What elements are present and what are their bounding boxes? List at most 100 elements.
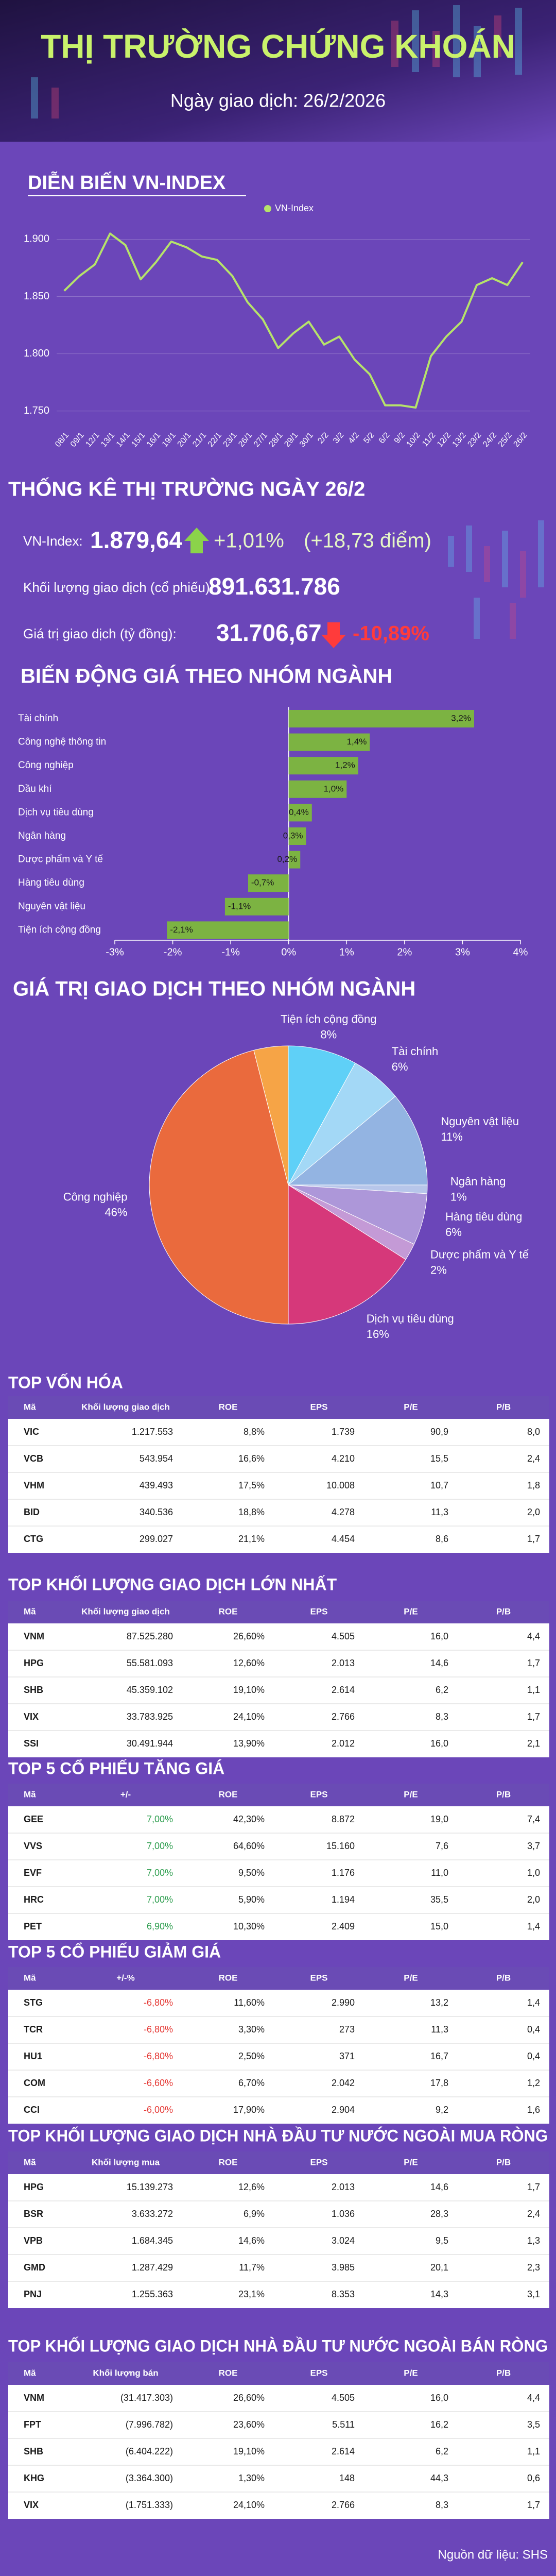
table-cell: VIC: [24, 1427, 39, 1437]
table-cell: 15.139.273: [127, 2182, 173, 2192]
table-cell: 0,6: [527, 2473, 540, 2483]
value-label: -1,1%: [228, 901, 251, 911]
category-label: Công nghiệp: [18, 760, 74, 771]
bar: [288, 757, 358, 775]
table-cell: 35,5: [430, 1894, 448, 1905]
table-header: [8, 2362, 549, 2385]
table-header-cell: ROE: [219, 2157, 238, 2167]
value-label: 0,4%: [289, 807, 309, 817]
table-header-cell: P/B: [496, 1973, 511, 1982]
table-cell: HRC: [24, 1894, 44, 1905]
value-label: 3,2%: [451, 713, 471, 723]
table-cell: 10,30%: [233, 1921, 265, 1931]
table-cell: BSR: [24, 2209, 43, 2219]
bar: [288, 710, 474, 727]
table-cell: 13,90%: [233, 1738, 265, 1749]
table-cell: 0,4: [527, 2024, 540, 2035]
table-cell: SHB: [24, 1685, 43, 1695]
category-label: Nguyên vật liệu: [18, 901, 85, 912]
table-cell: 11,60%: [234, 1997, 265, 2008]
slice-value: 46%: [105, 1206, 127, 1218]
table-cell: KHG: [24, 2473, 44, 2483]
x-tick-label: 24/2: [481, 431, 498, 449]
table-cell: 9,5: [436, 2235, 448, 2246]
slice-label: Tài chính: [392, 1045, 439, 1058]
table-cell: PNJ: [24, 2289, 42, 2299]
table-cell: 7,6: [436, 1841, 448, 1851]
table-cell: 55.581.093: [127, 1658, 173, 1668]
table-cell: 24,10%: [233, 1711, 265, 1722]
table-header-cell: Mã: [24, 1973, 36, 1982]
x-tick-label: 3%: [455, 946, 470, 958]
table-cell: 7,00%: [147, 1841, 173, 1851]
category-label: Ngân hàng: [18, 831, 66, 841]
y-tick-label: 1.900: [24, 233, 49, 245]
section-title: THỐNG KÊ THỊ TRƯỜNG NGÀY 26/2: [8, 477, 365, 501]
table-cell: 4.454: [332, 1534, 355, 1544]
table-cell: COM: [24, 2078, 45, 2088]
table-cell: 3,7: [527, 1841, 540, 1851]
x-tick-label: 30/1: [298, 431, 315, 449]
bar: [288, 851, 301, 869]
table-header: [8, 1784, 549, 1806]
table-cell: 8,3: [436, 2500, 448, 2510]
x-tick-label: 4%: [513, 946, 528, 958]
table-header-cell: Mã: [24, 1402, 36, 1412]
table-cell: 1.176: [332, 1868, 355, 1878]
table-header-cell: Mã: [24, 1606, 36, 1616]
table-header-cell: P/E: [404, 1606, 418, 1616]
table-cell: 10.008: [326, 1480, 355, 1490]
table-cell: 16,7: [430, 2051, 448, 2061]
table-cell: (31.417.303): [120, 2393, 173, 2403]
table-cell: 2.012: [332, 1738, 355, 1749]
stats-decoration: [448, 520, 544, 639]
table-cell: (1.751.333): [126, 2500, 173, 2510]
table-header-cell: P/E: [404, 1789, 418, 1799]
table-cell: 2,0: [527, 1894, 540, 1905]
table-cell: 2.042: [332, 2078, 355, 2088]
down-arrow: [321, 622, 346, 648]
table-cell: 64,60%: [233, 1841, 265, 1851]
table-cell: (6.404.222): [126, 2446, 173, 2456]
slice-value: 1%: [450, 1191, 467, 1204]
table-cell: 45.359.102: [127, 1685, 173, 1695]
table-header-cell: EPS: [310, 1789, 327, 1799]
table-cell: 14,3: [430, 2289, 448, 2299]
table-cell: 4.278: [332, 1507, 355, 1517]
bar: [288, 780, 347, 798]
table-cell: 2.614: [332, 2446, 355, 2456]
slice-value: 8%: [320, 1028, 337, 1041]
table-cell: 5,90%: [238, 1894, 265, 1905]
table-cell: 3,5: [527, 2419, 540, 2430]
table-cell: 26,60%: [233, 1631, 265, 1641]
table-title: TOP KHỐI LƯỢNG GIAO DỊCH NHÀ ĐẦU TƯ NƯỚC…: [8, 2336, 548, 2355]
table-cell: 3.024: [332, 2235, 355, 2246]
table-cell: 33.783.925: [127, 1711, 173, 1722]
slice-label: Ngân hàng: [450, 1175, 506, 1188]
stat-value: 891.631.786: [208, 573, 340, 600]
x-tick-label: 27/1: [252, 431, 269, 449]
table-cell: -6,80%: [144, 1997, 173, 2008]
stat-label: Giá trị giao dịch (tỷ đồng):: [23, 626, 177, 641]
x-tick-label: 0%: [281, 946, 296, 958]
category-label: Dược phẩm và Y tế: [18, 854, 103, 865]
table-cell: VCB: [24, 1453, 43, 1464]
y-tick-label: 1.750: [24, 405, 49, 416]
table-header-cell: EPS: [310, 1606, 327, 1616]
y-tick-label: 1.800: [24, 348, 49, 359]
stat-label: Khối lượng giao dịch (cổ phiếu):: [23, 580, 214, 595]
table-cell: 1.255.363: [132, 2289, 173, 2299]
table-cell: 1,4: [527, 1921, 540, 1931]
header-background: [0, 0, 556, 142]
stat-change-points: (+18,73 điểm): [304, 530, 431, 552]
table-cell: 15,0: [430, 1921, 448, 1931]
table-cell: 7,00%: [147, 1894, 173, 1905]
table-cell: VPB: [24, 2235, 43, 2246]
table-cell: 90,9: [430, 1427, 448, 1437]
page-subtitle: Ngày giao dịch: 26/2/2026: [170, 90, 386, 111]
table-cell: 1.684.345: [132, 2235, 173, 2246]
table-cell: 14,6: [430, 2182, 448, 2192]
table-cell: 16,2: [430, 2419, 448, 2430]
